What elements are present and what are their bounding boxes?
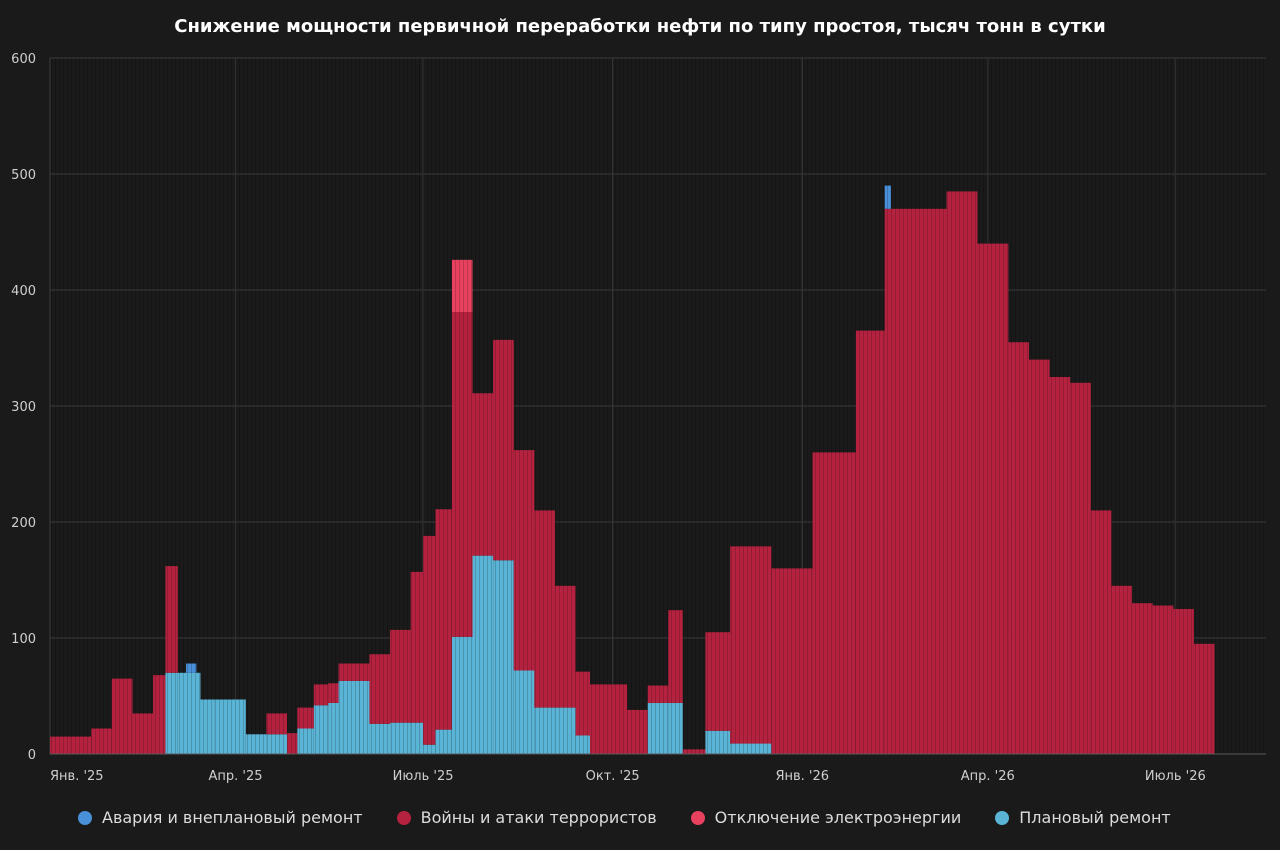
legend-item[interactable]: Отключение электроэнергии (690, 808, 962, 827)
legend-item[interactable]: Плановый ремонт (995, 808, 1171, 827)
legend-color-dot-icon (995, 810, 1010, 825)
legend-label: Авария и внеплановый ремонт (102, 808, 363, 827)
legend-item[interactable]: Авария и внеплановый ремонт (78, 808, 363, 827)
y-tick-label: 200 (11, 516, 36, 531)
x-tick-label: Янв. '25 (50, 769, 104, 784)
legend-color-dot-icon (78, 810, 92, 825)
legend-item[interactable]: Войны и атаки террористов (396, 808, 657, 827)
y-tick-label: 500 (11, 168, 36, 183)
y-tick-label: 0 (28, 748, 36, 763)
x-tick-label: Апр. '26 (961, 769, 1015, 784)
legend-color-dot-icon (690, 810, 705, 825)
y-tick-label: 600 (11, 52, 36, 67)
x-tick-label: Янв. '26 (775, 769, 829, 784)
x-tick-label: Окт. '25 (586, 769, 640, 784)
legend-label: Отключение электроэнергии (714, 808, 962, 827)
bar-texture-overlay (50, 58, 1266, 754)
y-tick-label: 100 (11, 632, 36, 647)
x-tick-label: Июль '25 (393, 769, 454, 784)
legend-label: Плановый ремонт (1019, 808, 1171, 827)
x-tick-label: Июль '26 (1145, 769, 1206, 784)
chart-plot: 0 100 200 300 400 500 600 Янв. '25 Апр. '25 Июль … (11, 52, 1266, 784)
chart-title: Снижение мощности первичной переработки … (174, 16, 1106, 37)
legend-label: Войны и атаки террористов (420, 808, 657, 827)
x-tick-label: Апр. '25 (208, 769, 262, 784)
legend-color-dot-icon (396, 810, 411, 825)
chart-legend: Авария и внеплановый ремонт Войны и атаки… (78, 808, 1171, 827)
y-tick-label: 300 (11, 400, 36, 415)
y-tick-label: 400 (11, 284, 36, 299)
